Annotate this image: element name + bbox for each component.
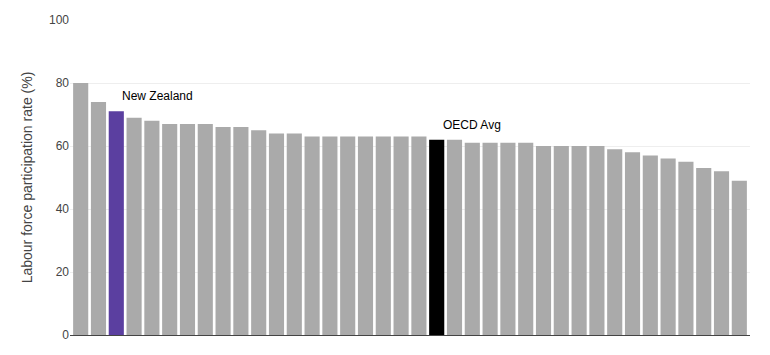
svg-text:80: 80 bbox=[56, 76, 70, 90]
svg-text:60: 60 bbox=[56, 139, 70, 153]
svg-text:40: 40 bbox=[56, 202, 70, 216]
svg-text:20: 20 bbox=[56, 265, 70, 279]
svg-text:New Zealand: New Zealand bbox=[122, 89, 193, 103]
svg-text:OECD Avg: OECD Avg bbox=[443, 118, 501, 132]
svg-text:Labour force participation rat: Labour force participation rate (%) bbox=[19, 72, 35, 284]
svg-text:100: 100 bbox=[49, 13, 69, 27]
svg-text:0: 0 bbox=[62, 328, 69, 342]
